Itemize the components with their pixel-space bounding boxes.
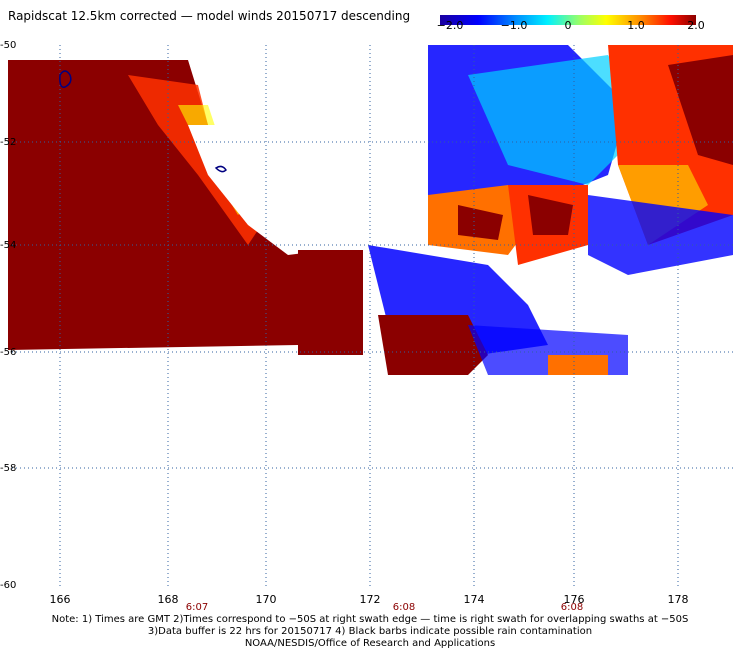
lon-label: 166 — [49, 593, 71, 606]
lon-label: 174 — [463, 593, 485, 606]
lon-label: 172 — [359, 593, 381, 606]
lat-label: -58 — [0, 463, 17, 474]
colorbar-gradient — [440, 15, 696, 25]
colorbar-tick: 0 — [564, 19, 572, 32]
time-label: 6:08 — [392, 602, 416, 613]
wind-map — [8, 45, 733, 587]
lat-label: -56 — [0, 347, 17, 358]
colorbar-tick: −2.0 — [436, 19, 464, 32]
footnote-line-1: Note: 1) Times are GMT 2)Times correspon… — [51, 614, 689, 625]
lat-label: -54 — [0, 240, 17, 251]
wind-field — [8, 45, 733, 587]
lon-label: 168 — [157, 593, 179, 606]
colorbar — [440, 10, 696, 25]
time-label: 6:08 — [560, 602, 584, 613]
colorbar-tick: 2.0 — [687, 19, 705, 32]
time-label: 6:07 — [185, 602, 209, 613]
colorbar-tick: −1.0 — [500, 19, 528, 32]
footnote-credit: NOAA/NESDIS/Office of Research and Appli… — [244, 638, 496, 649]
colorbar-tick: 1.0 — [627, 19, 645, 32]
lat-label: -50 — [0, 40, 17, 51]
lon-label: 170 — [255, 593, 277, 606]
lon-label: 176 — [563, 593, 585, 606]
island-outline — [59, 70, 227, 173]
lat-label: -60 — [0, 580, 17, 591]
lon-label: 178 — [667, 593, 689, 606]
footnote-line-2: 3)Data buffer is 22 hrs for 20150717 4) … — [147, 626, 593, 637]
lat-label: -52 — [0, 137, 17, 148]
title: Rapidscat 12.5km corrected — model winds… — [8, 9, 411, 23]
